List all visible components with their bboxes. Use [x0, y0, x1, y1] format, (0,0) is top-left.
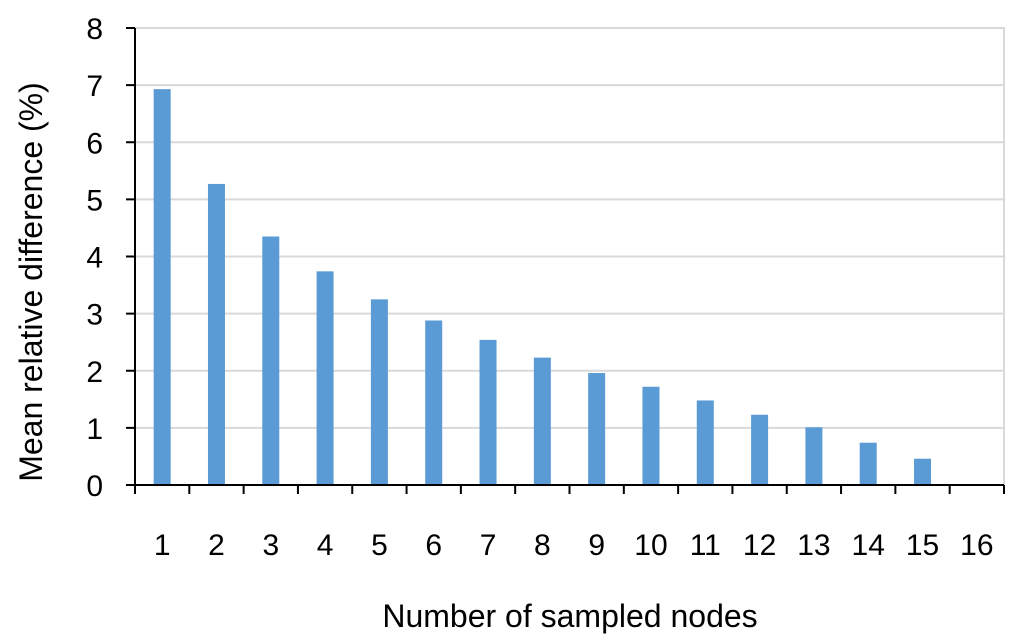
- bar-8: [533, 357, 551, 485]
- x-tick-label: 8: [534, 529, 551, 562]
- x-tick-label: 15: [906, 529, 939, 562]
- x-tick-label: 12: [743, 529, 776, 562]
- bars: [153, 89, 932, 486]
- y-tick-label: 8: [86, 13, 103, 46]
- x-tick-label: 3: [262, 529, 279, 562]
- y-axis-title: Mean relative difference (%): [13, 82, 49, 482]
- x-tick-label: 14: [852, 529, 885, 562]
- bar-2: [207, 183, 225, 486]
- x-tick-label: 1: [154, 529, 171, 562]
- y-tick-label: 6: [86, 127, 103, 160]
- bar-15: [914, 458, 932, 485]
- bar-6: [425, 320, 443, 485]
- x-tick-labels: 1 2 3 4 5 6 7 8 9 10 11 12 13 14 15 16: [134, 485, 1005, 562]
- y-tick-label: 3: [86, 299, 103, 332]
- y-tick-label: 0: [86, 470, 103, 503]
- x-tick-label: 10: [634, 529, 667, 562]
- y-tick-label: 4: [86, 242, 103, 275]
- bar-5: [370, 299, 388, 485]
- bar-1: [153, 89, 171, 485]
- bar-11: [696, 400, 714, 485]
- x-tick-label: 16: [960, 529, 993, 562]
- y-tick-label: 2: [86, 356, 103, 389]
- x-axis-title: Number of sampled nodes: [382, 598, 757, 634]
- x-tick-label: 9: [588, 529, 605, 562]
- y-tick-label: 7: [86, 70, 103, 103]
- gridlines: [135, 27, 1004, 429]
- bar-13: [805, 427, 823, 485]
- bar-3: [262, 236, 280, 485]
- bar-14: [859, 442, 877, 485]
- x-tick-label: 13: [797, 529, 830, 562]
- y-tick-label: 1: [86, 413, 103, 446]
- x-tick-label: 2: [208, 529, 225, 562]
- bar-10: [642, 386, 660, 485]
- x-tick-label: 11: [690, 529, 721, 562]
- bar-7: [479, 339, 497, 485]
- bar-4: [316, 271, 334, 485]
- bar-12: [751, 414, 769, 485]
- y-tick-label: 5: [86, 184, 103, 217]
- x-tick-label: 5: [371, 529, 388, 562]
- x-tick-label: 6: [425, 529, 442, 562]
- x-tick-label: 7: [480, 529, 497, 562]
- bar-9: [588, 373, 606, 485]
- y-tick-labels: 0 1 2 3 4 5 6 7 8: [86, 13, 135, 503]
- x-tick-label: 4: [317, 529, 334, 562]
